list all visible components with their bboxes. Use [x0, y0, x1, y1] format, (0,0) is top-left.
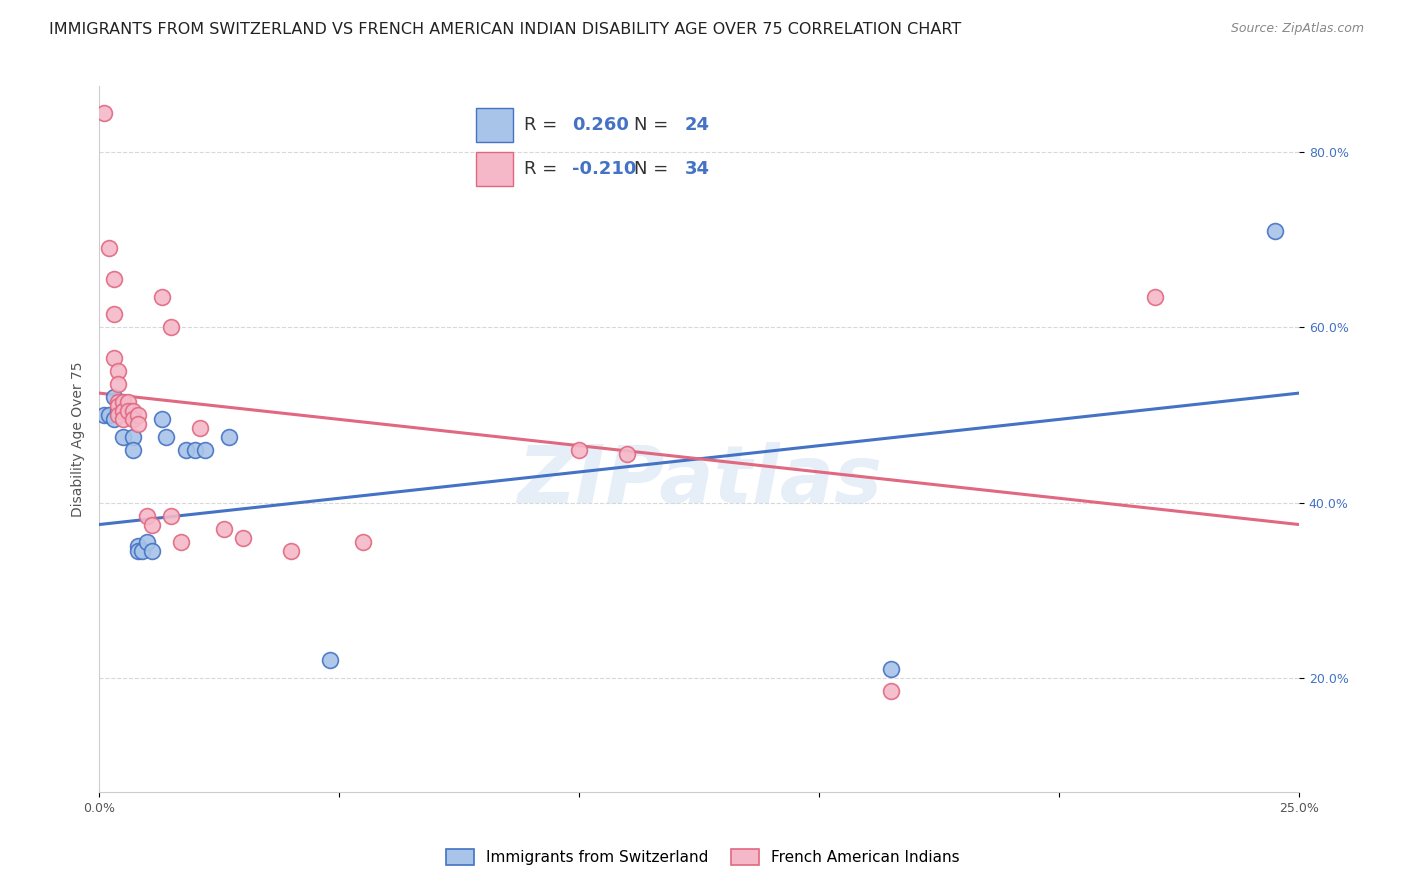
Point: [93, 105, 115, 120]
Point: [103, 412, 125, 426]
Point: [117, 403, 139, 417]
Point: [121, 443, 143, 458]
Point: [141, 517, 163, 532]
Point: [170, 535, 193, 549]
Point: [155, 430, 177, 444]
Point: [103, 272, 125, 286]
Point: [121, 430, 143, 444]
Point: [97, 242, 120, 256]
Point: [103, 307, 125, 321]
Point: [150, 290, 173, 304]
Point: [218, 430, 240, 444]
Point: [212, 522, 235, 536]
Point: [150, 412, 173, 426]
Text: ZIPatlas: ZIPatlas: [516, 442, 882, 520]
Point: [880, 684, 903, 698]
Point: [117, 408, 139, 422]
Point: [136, 508, 159, 523]
Point: [131, 544, 153, 558]
Point: [127, 540, 149, 554]
Point: [112, 395, 135, 409]
Point: [127, 544, 149, 558]
Point: [136, 535, 159, 549]
Text: IMMIGRANTS FROM SWITZERLAND VS FRENCH AMERICAN INDIAN DISABILITY AGE OVER 75 COR: IMMIGRANTS FROM SWITZERLAND VS FRENCH AM…: [49, 22, 962, 37]
Point: [127, 408, 149, 422]
Point: [112, 403, 135, 417]
Point: [107, 377, 129, 392]
Point: [112, 412, 135, 426]
Point: [107, 364, 129, 378]
Point: [280, 544, 302, 558]
Point: [117, 395, 139, 409]
Point: [121, 403, 143, 417]
Point: [127, 417, 149, 431]
Text: Source: ZipAtlas.com: Source: ZipAtlas.com: [1230, 22, 1364, 36]
Point: [194, 443, 217, 458]
Point: [97, 408, 120, 422]
Point: [160, 320, 183, 334]
Point: [568, 443, 591, 458]
Point: [880, 662, 903, 676]
Point: [103, 391, 125, 405]
Point: [121, 412, 143, 426]
Point: [141, 544, 163, 558]
Point: [188, 421, 211, 435]
Point: [112, 403, 135, 417]
Point: [103, 351, 125, 365]
Point: [174, 443, 197, 458]
Point: [107, 403, 129, 417]
Point: [93, 408, 115, 422]
Point: [616, 447, 638, 461]
Point: [1144, 290, 1167, 304]
Point: [232, 531, 254, 545]
Point: [107, 399, 129, 413]
Point: [184, 443, 207, 458]
Point: [112, 430, 135, 444]
Legend: Immigrants from Switzerland, French American Indians: Immigrants from Switzerland, French Amer…: [440, 843, 966, 871]
Point: [318, 653, 340, 667]
Point: [160, 508, 183, 523]
Y-axis label: Disability Age Over 75: Disability Age Over 75: [72, 361, 86, 516]
Point: [107, 395, 129, 409]
Point: [352, 535, 374, 549]
Point: [1264, 224, 1286, 238]
Point: [107, 408, 129, 422]
